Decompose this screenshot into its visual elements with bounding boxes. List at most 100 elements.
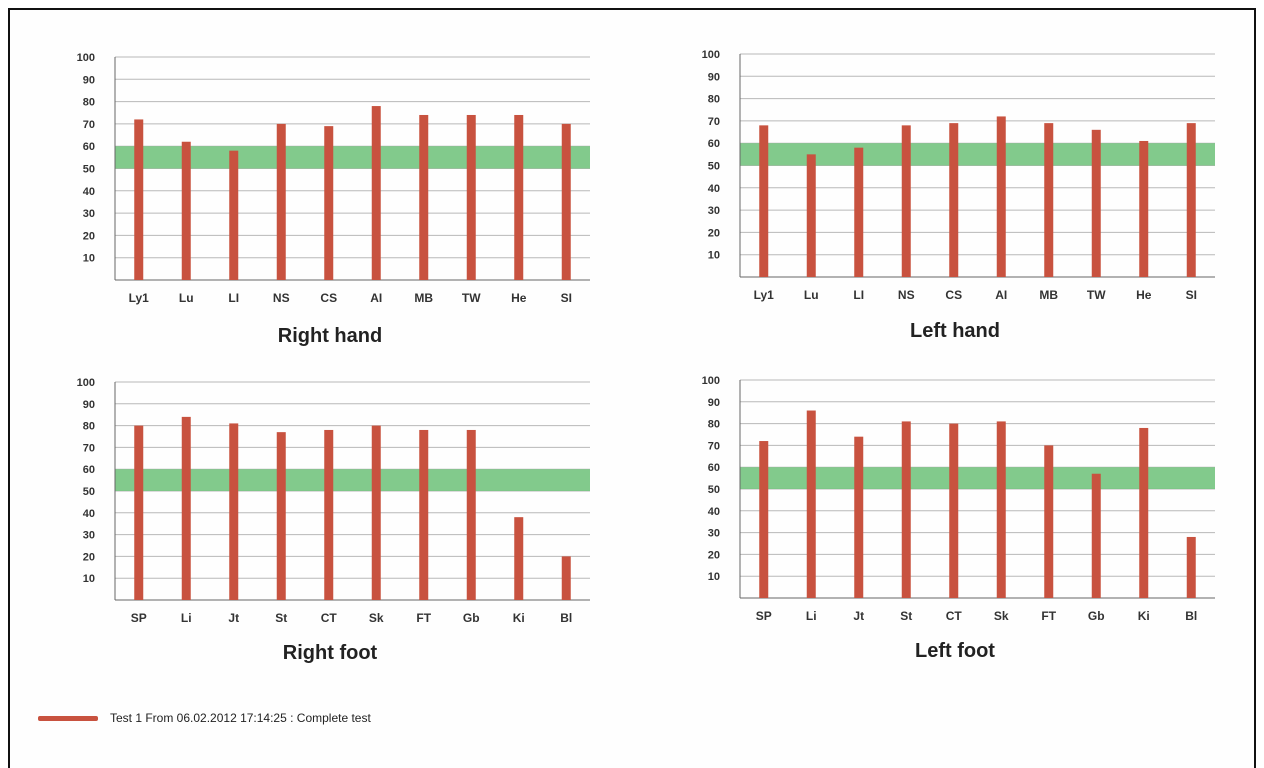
x-tick-label: Jt <box>228 611 239 625</box>
x-tick-label: MB <box>414 291 433 305</box>
y-tick-label: 10 <box>83 573 95 585</box>
y-tick-label: 90 <box>83 399 95 411</box>
x-tick-label: AI <box>370 291 382 305</box>
y-tick-label: 20 <box>83 230 95 242</box>
legend-swatch <box>38 715 98 721</box>
bar <box>371 425 381 600</box>
y-tick-label: 50 <box>83 486 95 498</box>
bar <box>419 429 429 600</box>
x-tick-label: CS <box>320 291 337 305</box>
bar <box>854 436 864 598</box>
bar <box>806 410 816 598</box>
x-tick-label: Lu <box>804 288 819 302</box>
x-tick-label: Li <box>806 609 817 623</box>
y-tick-label: 80 <box>83 97 95 109</box>
y-tick-label: 10 <box>708 571 720 583</box>
bar <box>229 423 239 600</box>
x-tick-label: Ly1 <box>129 291 150 305</box>
chart-title: Right hand <box>277 325 383 347</box>
y-tick-label: 70 <box>83 442 95 454</box>
x-tick-label: Sk <box>369 611 384 625</box>
bar <box>466 429 476 600</box>
chart-right-foot: 10 20 30 40 50 60 70 80 90 100 SP Li Jt St CT Sk FT Gb Ki B… <box>60 370 600 670</box>
x-tick-label: TW <box>462 291 481 305</box>
x-tick-label: Ki <box>513 611 525 625</box>
y-tick-label: 40 <box>83 186 95 198</box>
y-tick-label: 90 <box>708 397 720 409</box>
x-tick-label: Jt <box>853 609 864 623</box>
bar <box>1091 473 1101 598</box>
y-tick-label: 90 <box>708 71 720 83</box>
y-tick-label: 20 <box>708 227 720 239</box>
y-tick-label: 100 <box>77 377 95 389</box>
x-tick-label: Sk <box>994 609 1009 623</box>
legend: Test 1 From 06.02.2012 17:14:25 : Comple… <box>38 708 371 728</box>
x-tick-label: Li <box>181 611 192 625</box>
chart-title: Right foot <box>282 642 378 664</box>
y-tick-label: 20 <box>708 549 720 561</box>
x-tick-label: He <box>1136 288 1152 302</box>
bar <box>901 421 911 598</box>
x-tick-label: FT <box>416 611 431 625</box>
x-tick-label: Ly1 <box>754 288 775 302</box>
bar <box>324 429 334 600</box>
bar <box>996 116 1006 277</box>
bar <box>996 421 1006 598</box>
bar <box>514 114 524 280</box>
bar <box>901 125 911 277</box>
x-tick-label: SI <box>561 291 572 305</box>
chart-title: Left foot <box>915 640 995 662</box>
bar <box>1186 536 1196 598</box>
bar <box>806 154 816 277</box>
y-tick-label: 80 <box>83 421 95 433</box>
x-tick-label: CS <box>945 288 962 302</box>
chart-right-foot-plot: 10 20 30 40 50 60 70 80 90 100 SP Li Jt St CT Sk FT Gb Ki B… <box>77 377 590 625</box>
bar <box>561 123 571 281</box>
chart-left-foot-plot: 10 20 30 40 50 60 70 80 90 100 SP Li Jt St CT Sk FT Gb Ki B… <box>702 375 1215 623</box>
y-tick-label: 80 <box>708 419 720 431</box>
bar <box>276 432 286 600</box>
bar <box>1139 140 1149 277</box>
y-tick-label: 10 <box>708 250 720 262</box>
x-tick-label: NS <box>898 288 915 302</box>
y-tick-label: 30 <box>708 528 720 540</box>
bar <box>276 123 286 281</box>
y-tick-label: 60 <box>83 141 95 153</box>
y-tick-label: 30 <box>83 530 95 542</box>
bar <box>371 106 381 280</box>
x-tick-label: FT <box>1041 609 1056 623</box>
bar <box>466 114 476 280</box>
bar <box>1186 123 1196 277</box>
chart-left-hand: 10 20 30 40 50 60 70 80 90 100 Ly1 Lu LI NS CS AI MB TW He… <box>685 42 1225 352</box>
bar <box>759 441 769 598</box>
bar <box>561 556 571 600</box>
x-tick-label: SP <box>756 609 772 623</box>
bar <box>324 126 334 280</box>
y-tick-label: 30 <box>83 208 95 220</box>
x-tick-label: SP <box>131 611 147 625</box>
x-tick-label: CT <box>321 611 338 625</box>
y-tick-label: 40 <box>708 183 720 195</box>
y-tick-label: 100 <box>77 52 95 64</box>
legend-label: Test 1 From 06.02.2012 17:14:25 : Comple… <box>110 711 371 725</box>
chart-right-hand-plot: 10 20 30 40 50 60 70 80 90 100 Ly1 Lu LI NS CS AI MB TW He… <box>77 52 590 305</box>
x-tick-label: Ki <box>1138 609 1150 623</box>
y-tick-label: 50 <box>708 161 720 173</box>
x-tick-label: LI <box>228 291 239 305</box>
x-tick-label: NS <box>273 291 290 305</box>
y-tick-label: 90 <box>83 74 95 86</box>
x-tick-label: LI <box>853 288 864 302</box>
y-tick-label: 40 <box>708 506 720 518</box>
y-tick-label: 70 <box>708 116 720 128</box>
bar <box>1139 427 1149 598</box>
y-tick-label: 10 <box>83 253 95 265</box>
bar <box>1044 445 1054 598</box>
y-tick-label: 40 <box>83 508 95 520</box>
x-tick-label: AI <box>995 288 1007 302</box>
y-tick-label: 60 <box>708 138 720 150</box>
x-tick-label: CT <box>946 609 963 623</box>
bar <box>514 517 524 600</box>
bar <box>181 141 191 280</box>
bar <box>1091 129 1101 277</box>
chart-right-hand: 10 20 30 40 50 60 70 80 90 100 Ly1 Lu LI NS CS AI MB TW He… <box>60 45 600 355</box>
